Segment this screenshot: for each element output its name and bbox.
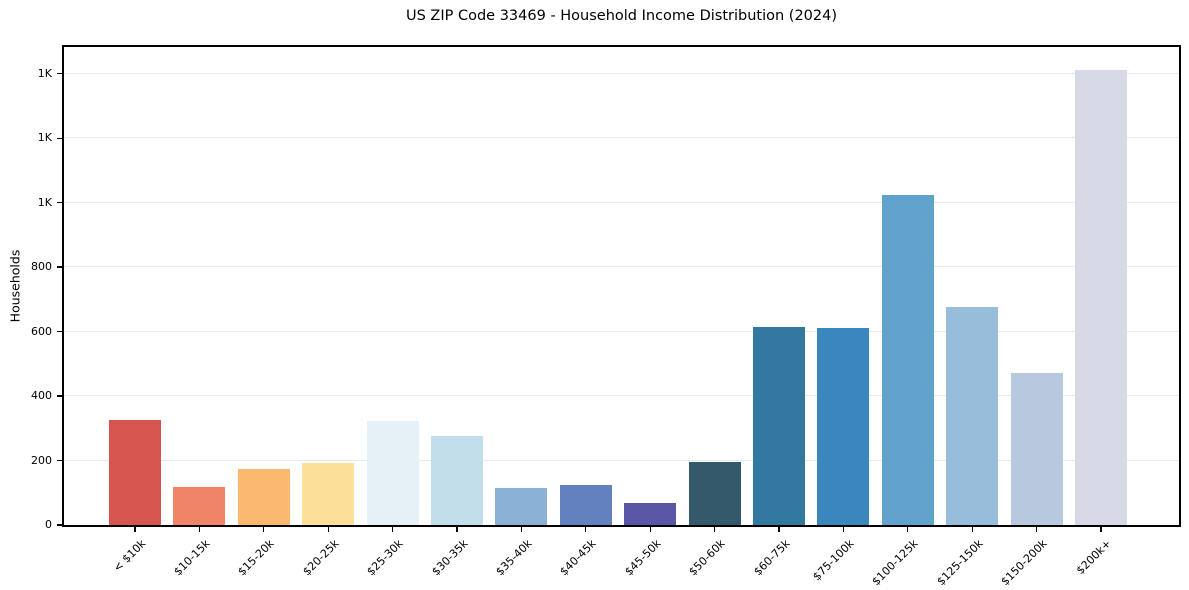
y-tick-label: 0 <box>45 518 52 531</box>
x-tick-mark <box>1100 527 1102 532</box>
gridline <box>64 330 1179 332</box>
bar-$200k+ <box>1075 69 1127 525</box>
x-tick-mark <box>456 527 458 532</box>
y-tick-mark <box>57 459 62 462</box>
x-tick-mark <box>907 527 909 532</box>
gridline <box>64 201 1179 203</box>
bar-$60-75k <box>753 327 805 525</box>
y-tick-mark <box>57 201 62 204</box>
bar-$15-20k <box>237 468 290 525</box>
x-tick-label: < $10k <box>110 537 149 575</box>
chart-title: US ZIP Code 33469 - Household Income Dis… <box>405 8 838 24</box>
gridline <box>64 72 1179 74</box>
y-tick-label: 1K <box>37 195 52 209</box>
x-tick-label: $100-125k <box>869 537 921 589</box>
gridline <box>64 395 1179 397</box>
x-tick-mark <box>263 527 265 532</box>
x-tick-mark <box>971 527 973 532</box>
y-tick-mark <box>57 137 62 139</box>
bar-$30-35k <box>431 435 483 525</box>
x-tick-mark <box>778 527 780 532</box>
y-tick-mark <box>57 330 62 333</box>
y-tick-label: 400 <box>31 389 52 403</box>
x-tick-label: $15-20k <box>235 537 277 579</box>
y-tick-mark <box>57 524 62 526</box>
y-tick-mark <box>57 395 62 397</box>
bar-< $10k <box>109 420 161 525</box>
bar-$75-100k <box>817 328 870 525</box>
bar-$40-45k <box>559 485 612 525</box>
x-tick-mark <box>520 527 523 532</box>
x-tick-mark <box>842 527 845 532</box>
bar-$25-30k <box>366 420 419 525</box>
plot-area <box>62 45 1181 527</box>
x-tick-label: $200k+ <box>1074 537 1115 578</box>
x-tick-label: $40-45k <box>557 537 599 579</box>
bar-$50-60k <box>688 462 741 525</box>
y-tick-label: 200 <box>31 453 52 467</box>
x-tick-label: $20-25k <box>300 537 342 579</box>
x-tick-mark <box>327 527 329 532</box>
y-tick-label: 1K <box>37 131 52 145</box>
bar-$45-50k <box>624 502 677 525</box>
x-tick-label: $30-35k <box>428 537 471 579</box>
x-tick-label: $10-15k <box>171 537 213 579</box>
x-tick-mark <box>713 527 716 532</box>
x-tick-label: $125-150k <box>934 537 986 589</box>
gridline <box>64 137 1179 139</box>
y-tick-label: 1K <box>37 66 52 80</box>
x-tick-label: $60-75k <box>750 537 793 579</box>
x-tick-label: $45-50k <box>622 537 664 579</box>
bar-$35-40k <box>495 487 548 525</box>
x-tick-mark <box>391 527 394 532</box>
bar-$150-200k <box>1010 373 1063 525</box>
x-tick-label: $25-30k <box>364 537 406 579</box>
bar-$20-25k <box>302 463 355 525</box>
y-tick-mark <box>57 266 62 268</box>
x-tick-label: $50-60k <box>686 537 728 579</box>
gridline <box>64 266 1179 268</box>
x-tick-label: $75-100k <box>810 537 857 584</box>
x-tick-mark <box>198 527 201 532</box>
x-tick-mark <box>1035 527 1038 532</box>
x-tick-label: $150-200k <box>998 537 1050 589</box>
gridline <box>64 459 1179 461</box>
x-tick-mark <box>585 527 587 532</box>
y-tick-mark <box>57 73 62 75</box>
bar-$10-15k <box>173 486 226 525</box>
x-tick-label: $35-40k <box>493 537 535 579</box>
x-tick-mark <box>134 527 136 532</box>
bar-$125-150k <box>946 307 999 525</box>
x-tick-mark <box>649 527 651 532</box>
y-tick-label: 800 <box>31 260 52 274</box>
y-tick-label: 600 <box>31 324 52 338</box>
bar-$100-125k <box>881 194 934 525</box>
